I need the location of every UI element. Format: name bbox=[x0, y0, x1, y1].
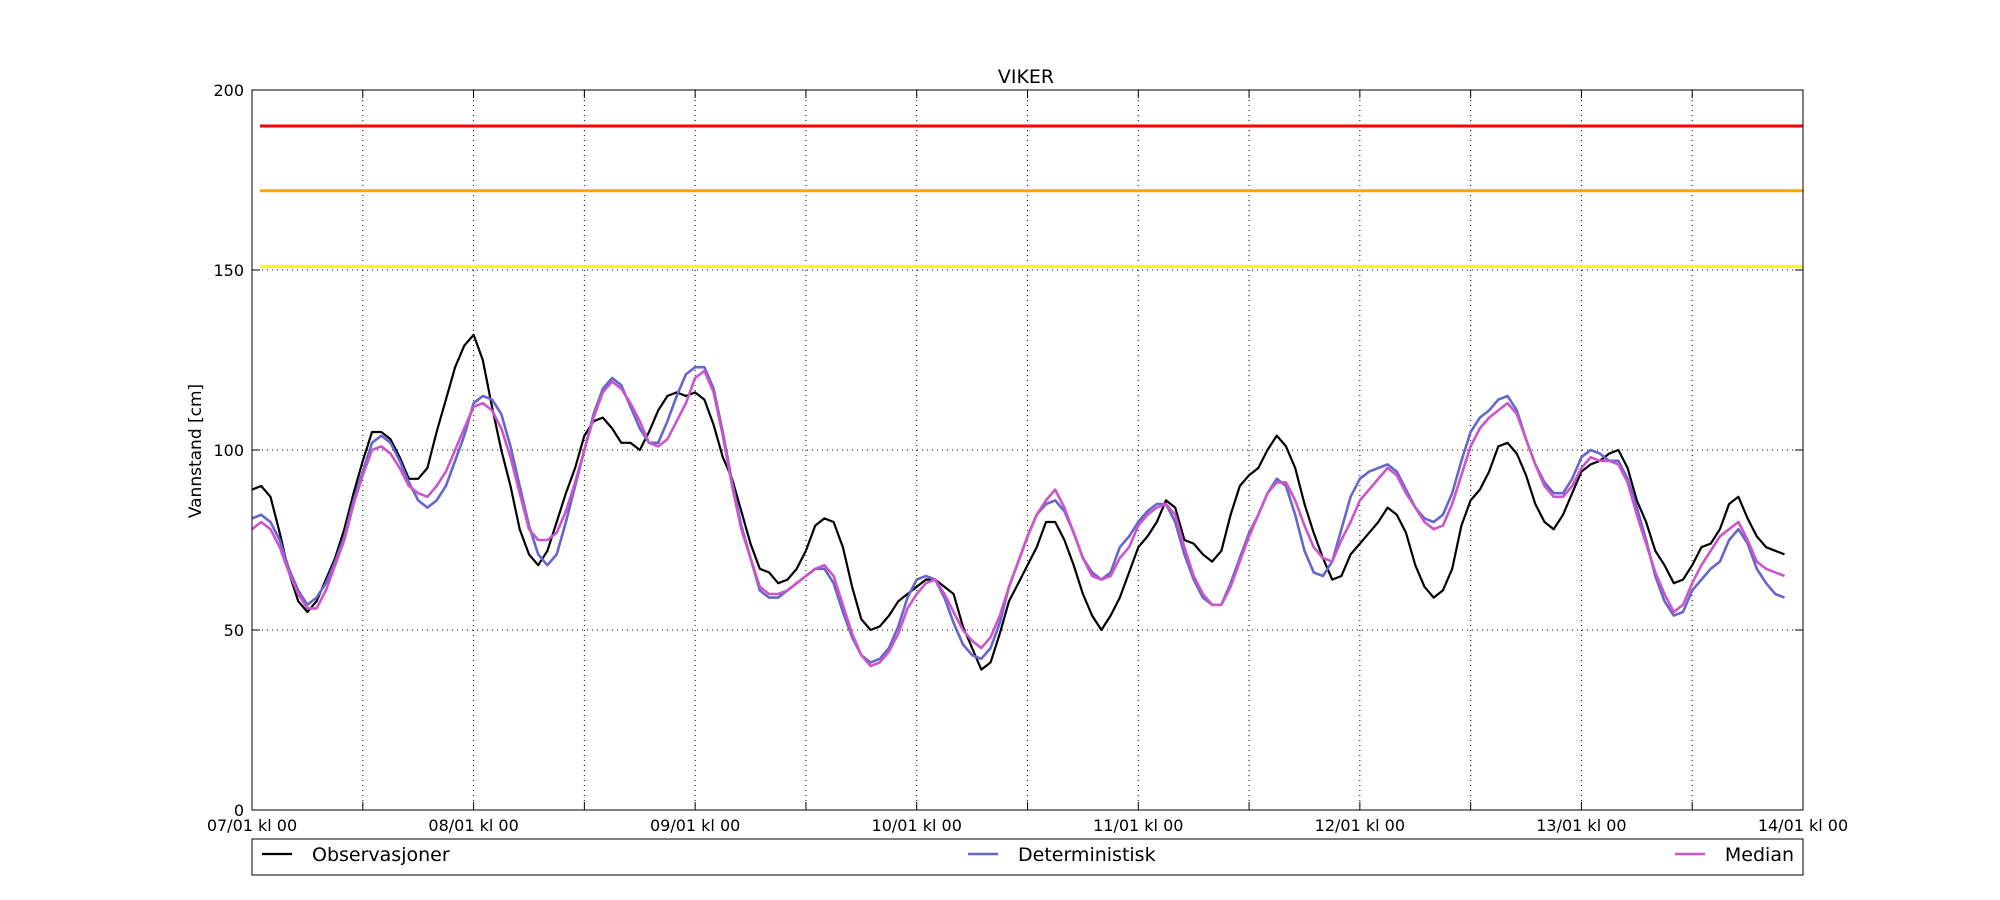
series-line-observasjoner bbox=[251, 333, 1785, 671]
chart-title: VIKER bbox=[998, 66, 1054, 88]
legend-label: Median bbox=[1725, 844, 1794, 866]
x-tick-label: 10/01 kl 00 bbox=[872, 816, 962, 835]
x-axis-ticks: 07/01 kl 00 08/01 kl 00 09/01 kl 00 10/01 k… bbox=[207, 90, 1848, 835]
y-tick-label: 150 bbox=[213, 261, 244, 280]
x-tick-label: 12/01 kl 00 bbox=[1315, 816, 1405, 835]
y-tick-label: 100 bbox=[213, 441, 244, 460]
legend-label: Observasjoner bbox=[312, 844, 450, 866]
series-line-median bbox=[251, 369, 1785, 668]
x-tick-label: 07/01 kl 00 bbox=[207, 816, 297, 835]
y-axis-label: Vannstand [cm] bbox=[186, 384, 206, 518]
legend: Observasjoner Deterministisk Median bbox=[251, 838, 1804, 876]
grid-lines bbox=[252, 90, 1803, 810]
x-tick-label: 13/01 kl 00 bbox=[1536, 816, 1626, 835]
threshold-lines bbox=[260, 124, 1803, 268]
x-tick-label: 11/01 kl 00 bbox=[1093, 816, 1183, 835]
y-tick-label: 50 bbox=[224, 621, 244, 640]
series-lines bbox=[251, 333, 1785, 671]
x-tick-label: 14/01 kl 00 bbox=[1758, 816, 1848, 835]
x-tick-label: 08/01 kl 00 bbox=[428, 816, 518, 835]
legend-label: Deterministisk bbox=[1018, 844, 1156, 866]
x-tick-label: 09/01 kl 00 bbox=[650, 816, 740, 835]
y-axis-ticks: 0 50 100 150 200 bbox=[213, 81, 1803, 820]
y-tick-label: 0 bbox=[234, 801, 244, 820]
y-tick-label: 200 bbox=[213, 81, 244, 100]
legend-box bbox=[251, 838, 1804, 876]
